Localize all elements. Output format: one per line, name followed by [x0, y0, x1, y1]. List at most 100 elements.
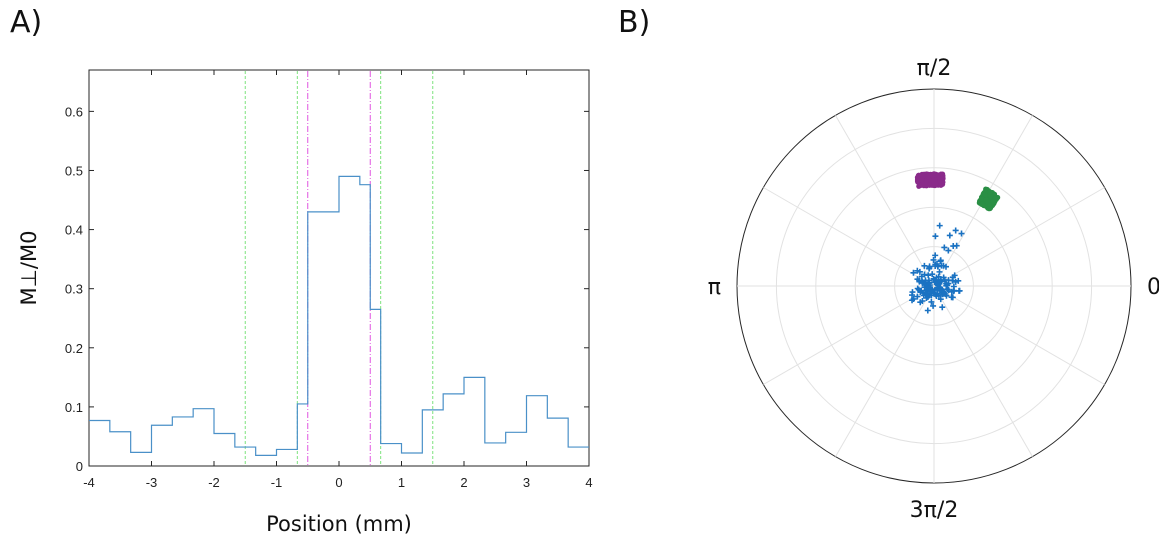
polar-spoke [835, 115, 935, 287]
polar-point [944, 286, 951, 293]
polar-point [925, 172, 932, 178]
polar-point [990, 199, 996, 205]
polar-angle-label: 0 [1147, 275, 1159, 300]
polar-point [942, 263, 949, 270]
polar-spoke [933, 285, 1033, 457]
polar-point [909, 292, 916, 299]
polar-point [936, 268, 943, 275]
polar-point [936, 222, 943, 229]
y-tick-label: 0.2 [65, 341, 83, 356]
polar-spoke [763, 187, 935, 287]
polar-points [909, 171, 1001, 314]
panel-a-label: A) [10, 5, 42, 40]
polar-point [919, 278, 926, 285]
polar-point [927, 290, 934, 297]
y-tick-label: 0.5 [65, 163, 83, 178]
polar-point [938, 180, 945, 186]
polar-point [929, 271, 936, 278]
x-tick-label: 2 [460, 475, 467, 490]
polar-point [916, 277, 923, 284]
polar-point [949, 274, 956, 281]
step-chart: -4 -3 -2 -1 0 1 2 3 4 0 0.1 0.2 0.3 0.4 0.5 0.6 Positi… [17, 69, 593, 536]
polar-point [932, 181, 939, 188]
polar-spoke [933, 285, 1105, 385]
polar-point [932, 233, 939, 240]
y-tick-label: 0.1 [65, 400, 83, 415]
polar-point [926, 284, 933, 291]
x-tick-label: 3 [523, 475, 530, 490]
polar-point [978, 196, 984, 202]
polar-point [948, 288, 955, 295]
polar-point [941, 276, 948, 283]
polar-spoke [835, 285, 935, 457]
polar-point [914, 293, 921, 300]
polar-point [952, 227, 959, 234]
polar-point [917, 299, 924, 306]
x-tick-label: -2 [208, 475, 220, 490]
x-axis-title: Position (mm) [266, 512, 412, 536]
polar-angle-label: π [708, 275, 721, 300]
x-tick-label: -3 [146, 475, 158, 490]
y-tick-label: 0.3 [65, 282, 83, 297]
polar-point [937, 258, 944, 265]
step-series [89, 175, 589, 456]
polar-point [945, 287, 952, 294]
plot-area [88, 69, 590, 467]
polar-angle-label: 3π/2 [910, 498, 959, 523]
polar-point [930, 302, 937, 309]
step-line [89, 175, 589, 456]
polar-point [928, 298, 935, 305]
x-tick-label: 1 [398, 475, 405, 490]
polar-point [914, 285, 921, 292]
polar-point [955, 277, 962, 284]
polar-point [934, 281, 941, 288]
polar-point [939, 304, 946, 311]
polar-chart: 0 π/2 π 3π/2 [708, 56, 1159, 523]
polar-point [922, 289, 929, 296]
polar-point [979, 201, 985, 207]
polar-point [937, 296, 944, 303]
polar-point [945, 247, 952, 254]
y-tick-label: 0 [76, 459, 83, 474]
polar-point [943, 280, 950, 287]
polar-angle-labels: 0 π/2 π 3π/2 [708, 56, 1159, 523]
polar-point [914, 267, 921, 274]
polar-point [932, 263, 939, 270]
polar-point [910, 269, 917, 276]
polar-point [941, 244, 948, 251]
polar-point [924, 307, 931, 314]
polar-point [985, 199, 991, 205]
polar-grid [736, 88, 1132, 484]
polar-point [924, 294, 931, 301]
polar-point [930, 177, 936, 184]
polar-point [934, 290, 941, 297]
y-tick-label: 0.4 [65, 223, 83, 238]
polar-spoke [763, 285, 935, 385]
panel-b-label: B) [618, 5, 650, 40]
polar-point [936, 176, 943, 182]
polar-point [927, 182, 933, 188]
x-tick-label: -1 [271, 475, 283, 490]
polar-point [909, 297, 916, 304]
polar-point [918, 287, 925, 294]
x-tick-label: -4 [83, 475, 95, 490]
y-tick-label: 0.6 [65, 104, 83, 119]
polar-point [921, 262, 928, 269]
polar-point [916, 172, 922, 178]
polar-point [955, 287, 962, 294]
polar-point [919, 177, 925, 183]
polar-point [926, 265, 933, 272]
polar-point [921, 271, 928, 278]
polar-point [930, 173, 936, 179]
polar-point [938, 262, 945, 269]
polar-point [987, 189, 993, 195]
x-tick-label: 0 [335, 475, 342, 490]
polar-point [986, 203, 992, 209]
x-axis-ticks: -4 -3 -2 -1 0 1 2 3 4 [83, 70, 593, 490]
reference-lines [244, 71, 434, 465]
polar-point [950, 243, 957, 250]
polar-point [932, 252, 939, 259]
polar-point [948, 294, 955, 301]
polar-point [935, 276, 942, 283]
